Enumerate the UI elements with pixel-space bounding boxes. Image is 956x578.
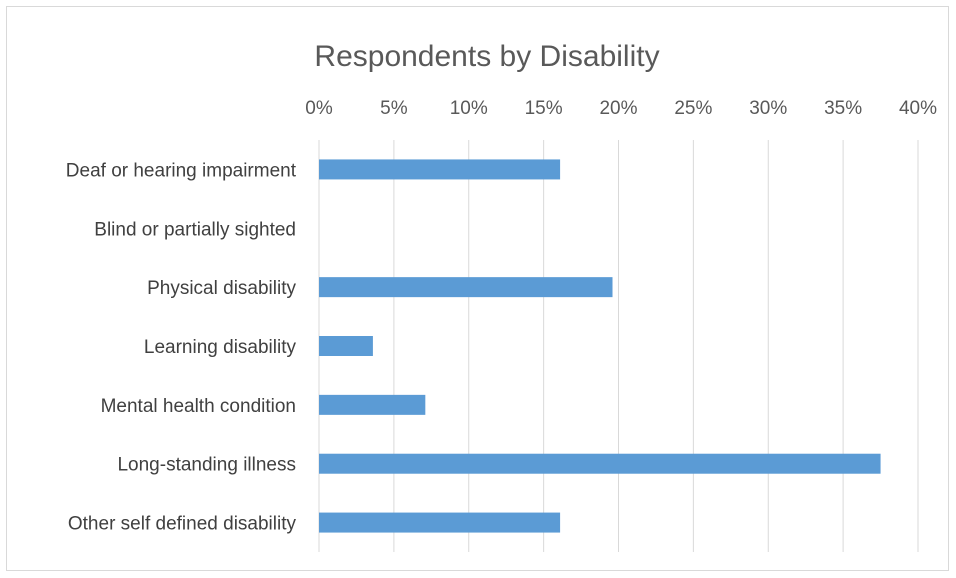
category-label: Long-standing illness (117, 455, 296, 476)
x-tick-label: 30% (749, 98, 787, 119)
bar (319, 453, 881, 474)
gridlines (318, 140, 919, 552)
x-tick-label: 15% (525, 98, 563, 119)
x-tick-label: 20% (599, 98, 637, 119)
bar (319, 159, 561, 180)
x-tick-label: 35% (824, 98, 862, 119)
bar (319, 512, 561, 533)
x-tick-label: 25% (674, 98, 712, 119)
x-tick-label: 40% (899, 98, 937, 119)
bars (319, 159, 881, 533)
category-label: Blind or partially sighted (94, 219, 296, 240)
category-label: Deaf or hearing impairment (66, 160, 297, 181)
category-labels: Deaf or hearing impairment Blind or parti… (66, 160, 297, 534)
x-tick-label: 0% (305, 98, 333, 119)
x-axis-tick-labels: 0% 5% 10% 15% 20% 25% 30% 35% 40% (305, 98, 937, 119)
category-label: Physical disability (147, 278, 296, 299)
bar (319, 394, 426, 415)
category-label: Mental health condition (101, 396, 296, 417)
category-label: Learning disability (144, 337, 297, 358)
x-tick-label: 5% (380, 98, 408, 119)
category-label: Other self defined disability (68, 514, 297, 535)
bar (319, 336, 373, 356)
bar (319, 277, 613, 298)
chart-title: Respondents by Disability (314, 40, 659, 73)
x-tick-label: 10% (450, 98, 488, 119)
